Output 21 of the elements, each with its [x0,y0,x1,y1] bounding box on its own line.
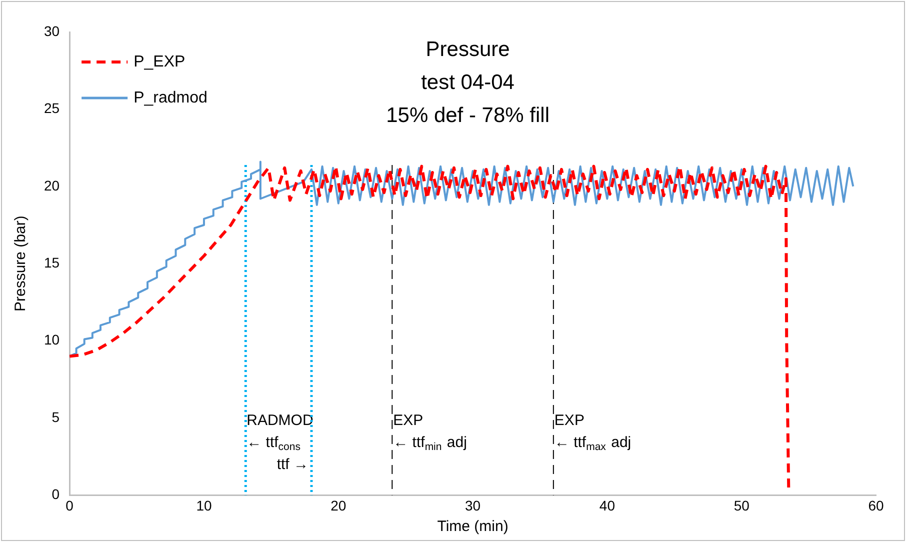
x-tick-label: 60 [868,497,884,514]
legend-label: P_EXP [134,53,186,70]
x-tick-label: 0 [66,497,74,514]
y-tick-label: 20 [44,177,60,194]
legend-label: P_radmod [134,89,208,106]
y-tick-label: 30 [44,22,60,39]
line-series [70,164,790,489]
y-axis-title: Pressure (bar) [12,216,30,312]
x-tick-label: 20 [330,497,346,514]
text: Pressure test 04-04 15% def - 78% fill [386,38,550,127]
y-tick-label: 25 [44,100,60,116]
y-tick-label: 15 [44,254,60,270]
x-tick-label: 50 [734,497,750,514]
y-tick-label: 10 [44,332,60,348]
x-tick-label: 30 [464,497,481,514]
x-axis-title: Time (min) [437,518,508,536]
ref-line-label: ttf → [276,456,309,474]
y-tick-label: 5 [52,408,60,425]
x-tick-label: 40 [599,497,616,514]
y-tick-label: 0 [52,486,60,502]
x-tick-label: 10 [196,497,212,514]
